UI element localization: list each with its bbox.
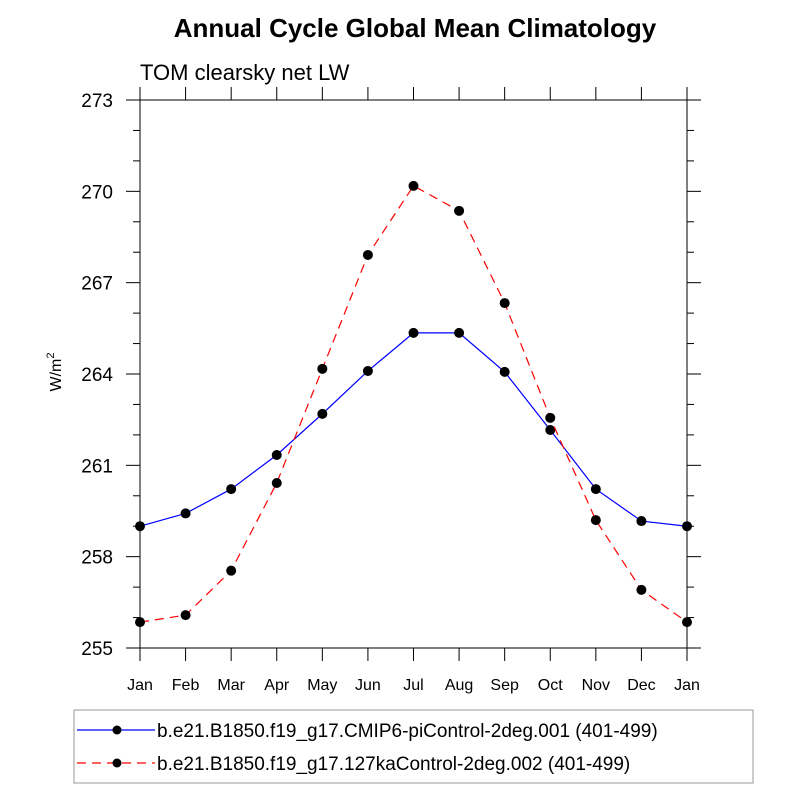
y-tick-label: 267: [81, 274, 113, 295]
legend-label-series-1: b.e21.B1850.f19_g17.CMIP6-piControl-2deg…: [157, 721, 658, 742]
legend-marker-series-1: [112, 725, 122, 735]
series-line-1: [139, 332, 688, 527]
data-point-series-2: [317, 363, 328, 374]
data-point-series-2: [135, 617, 145, 628]
data-point-series-1: [180, 508, 191, 519]
data-point-series-2: [545, 412, 556, 423]
x-tick-label: Oct: [538, 677, 563, 694]
data-point-series-1: [454, 327, 465, 338]
series-group: [135, 180, 692, 628]
y-tick-labels: 255 258 261 264 267 270 273: [81, 91, 113, 660]
x-tick-labels: Jan Feb Mar Apr May Jun Jul Aug Sep Oct Nov Dec Jan: [127, 677, 700, 694]
data-point-series-2: [636, 584, 647, 595]
data-point-series-1: [226, 484, 237, 495]
data-point-series-1: [636, 516, 647, 527]
x-tick-label: Jan: [674, 677, 700, 694]
series-line-2: [139, 185, 688, 623]
y-tick-label: 270: [81, 182, 113, 203]
x-tick-label: Sep: [490, 677, 519, 694]
data-point-series-1: [590, 484, 601, 495]
data-point-series-1: [408, 327, 419, 338]
data-point-series-2: [590, 515, 601, 526]
legend-label-series-2: b.e21.B1850.f19_g17.127kaControl-2deg.00…: [157, 754, 630, 775]
x-tick-label: Apr: [264, 677, 290, 694]
legend-marker-series-2: [112, 758, 122, 768]
chart-title: Annual Cycle Global Mean Climatology: [174, 13, 657, 43]
data-point-series-2: [362, 249, 373, 260]
x-tick-label: Aug: [445, 677, 473, 694]
data-point-series-1: [317, 408, 328, 419]
data-point-series-2: [454, 205, 465, 216]
data-point-series-1: [499, 366, 510, 377]
data-point-series-1: [545, 425, 556, 436]
y-tick-label: 273: [81, 91, 113, 112]
chart-subtitle: TOM clearsky net LW: [140, 60, 350, 85]
x-tick-label: May: [307, 677, 337, 694]
data-point-series-1: [135, 521, 145, 532]
y-tick-label: 261: [81, 456, 113, 477]
y-tick-label: 264: [81, 365, 113, 386]
x-tick-label: Feb: [172, 677, 200, 694]
x-tick-label: Jun: [355, 677, 381, 694]
y-tick-label: 255: [81, 639, 113, 660]
x-tick-label: Jul: [403, 677, 423, 694]
legend: b.e21.B1850.f19_g17.CMIP6-piControl-2deg…: [73, 709, 754, 784]
legend-box: [73, 709, 754, 784]
data-point-series-2: [499, 298, 510, 309]
data-point-series-1: [682, 521, 692, 532]
data-point-series-2: [226, 565, 237, 576]
data-point-series-2: [408, 180, 419, 191]
y-axis-label: W/m2: [45, 353, 65, 392]
x-tick-label: Nov: [582, 677, 610, 694]
data-point-series-1: [362, 365, 373, 376]
data-point-series-2: [682, 617, 692, 628]
y-tick-label: 258: [81, 548, 113, 569]
x-tick-label: Mar: [217, 677, 245, 694]
x-tick-label: Jan: [127, 677, 153, 694]
plot-axes: [126, 87, 701, 661]
data-point-series-1: [271, 449, 282, 460]
data-point-series-2: [271, 477, 282, 488]
data-point-series-2: [180, 610, 191, 621]
x-tick-label: Dec: [627, 677, 655, 694]
